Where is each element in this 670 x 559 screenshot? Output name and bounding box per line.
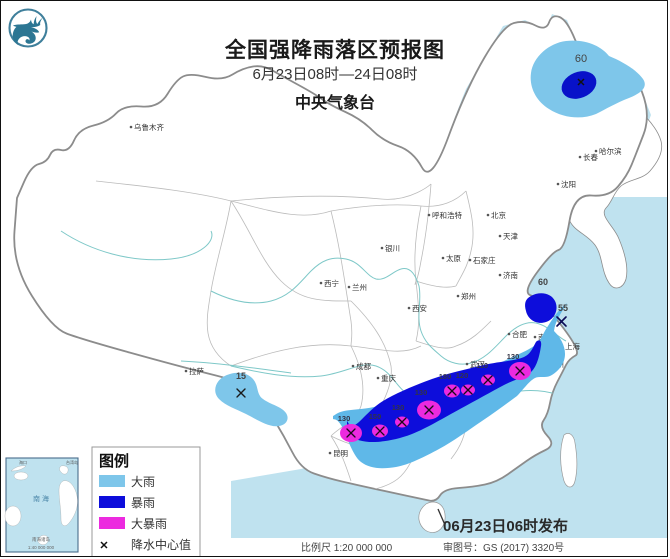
svg-text:海口: 海口 <box>19 459 27 465</box>
svg-text:乌鲁木齐: 乌鲁木齐 <box>134 122 164 132</box>
svg-text:济南: 济南 <box>503 270 518 280</box>
svg-text:120: 120 <box>456 371 469 380</box>
svg-text:长春: 长春 <box>583 152 598 162</box>
svg-text:图例: 图例 <box>99 452 129 470</box>
svg-text:大雨: 大雨 <box>131 475 155 489</box>
svg-text:审图号：GS (2017) 3320号: 审图号：GS (2017) 3320号 <box>443 541 564 554</box>
svg-text:银川: 银川 <box>385 244 400 253</box>
svg-text:130: 130 <box>415 388 428 397</box>
svg-text:南海诸岛: 南海诸岛 <box>32 536 50 543</box>
svg-text:西宁: 西宁 <box>324 278 339 288</box>
svg-text:呼和浩特: 呼和浩特 <box>432 210 462 220</box>
svg-text:130: 130 <box>392 403 405 412</box>
svg-text:重庆: 重庆 <box>381 373 396 383</box>
svg-text:60: 60 <box>538 277 548 287</box>
svg-text:✕: ✕ <box>99 540 108 552</box>
svg-text:降水中心值: 降水中心值 <box>131 537 191 552</box>
svg-text:拉萨: 拉萨 <box>189 366 204 376</box>
svg-text:130: 130 <box>338 414 351 423</box>
svg-text:比例尺 1:20 000 000: 比例尺 1:20 000 000 <box>301 541 393 554</box>
svg-text:180: 180 <box>439 372 452 381</box>
svg-text:南 海: 南 海 <box>33 494 49 503</box>
svg-text:暴雨: 暴雨 <box>131 496 155 510</box>
svg-text:110: 110 <box>476 361 488 370</box>
svg-text:上海: 上海 <box>565 341 580 351</box>
svg-text:150: 150 <box>369 412 382 421</box>
svg-text:06月23日06时发布: 06月23日06时发布 <box>443 517 568 535</box>
svg-text:1:40 000 000: 1:40 000 000 <box>28 545 55 550</box>
svg-text:天津: 天津 <box>503 232 518 241</box>
svg-text:台湾岛: 台湾岛 <box>66 459 78 465</box>
svg-text:15: 15 <box>236 371 246 381</box>
svg-text:哈尔滨: 哈尔滨 <box>599 146 622 156</box>
svg-text:大暴雨: 大暴雨 <box>131 517 167 531</box>
svg-text:合肥: 合肥 <box>512 329 527 339</box>
svg-text:太原: 太原 <box>446 253 461 263</box>
svg-text:55: 55 <box>558 303 568 313</box>
svg-text:130: 130 <box>507 352 520 361</box>
svg-text:石家庄: 石家庄 <box>473 255 496 265</box>
svg-text:西安: 西安 <box>412 303 427 313</box>
svg-text:兰州: 兰州 <box>352 282 367 292</box>
svg-text:昆明: 昆明 <box>333 449 348 458</box>
svg-text:沈阳: 沈阳 <box>561 179 576 189</box>
svg-text:北京: 北京 <box>491 210 506 220</box>
svg-text:郑州: 郑州 <box>461 291 476 301</box>
svg-text:成都: 成都 <box>356 361 371 371</box>
